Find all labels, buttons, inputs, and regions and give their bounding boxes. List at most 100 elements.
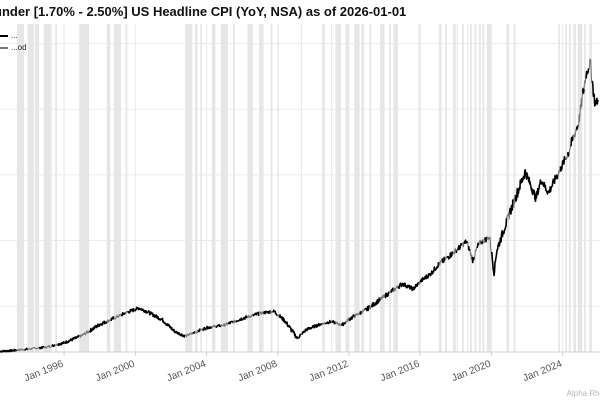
series-segment-in-regime bbox=[581, 87, 585, 95]
series-segment-in-regime bbox=[457, 242, 463, 251]
series-segment-out-of-regime bbox=[54, 343, 58, 347]
series-segment-in-regime bbox=[570, 135, 575, 147]
legend-swatch-black bbox=[0, 35, 8, 37]
series-segment-in-regime bbox=[591, 80, 599, 107]
highlight-period-band bbox=[259, 24, 264, 352]
legend-label: ...od bbox=[11, 43, 27, 52]
series-segment-in-regime bbox=[24, 347, 29, 351]
series-segment-in-regime bbox=[491, 218, 508, 277]
highlight-period-band bbox=[322, 24, 325, 352]
legend: ... ...od bbox=[0, 30, 27, 54]
highlight-period-band bbox=[200, 24, 203, 352]
x-tick-label: Jan 2024 bbox=[521, 358, 564, 384]
highlight-period-band bbox=[277, 24, 279, 352]
series-segment-in-regime bbox=[384, 291, 390, 299]
series-segment-out-of-regime bbox=[113, 313, 123, 320]
series-segment-in-regime bbox=[514, 169, 559, 202]
highlight-period-band bbox=[361, 24, 365, 352]
legend-label: ... bbox=[11, 31, 18, 40]
series-segment-in-regime bbox=[390, 287, 395, 293]
x-tick-label: Jan 2016 bbox=[379, 358, 422, 384]
series-segment-in-regime bbox=[252, 311, 260, 317]
series-segment-out-of-regime bbox=[486, 236, 493, 255]
series-segment-in-regime bbox=[263, 310, 272, 315]
series-segment-in-regime bbox=[340, 321, 347, 327]
series-segment-out-of-regime bbox=[194, 329, 199, 334]
series-segment-in-regime bbox=[38, 345, 45, 350]
series-segment-in-regime bbox=[467, 246, 471, 251]
series-segment-in-regime bbox=[476, 242, 480, 249]
series-segment-in-regime bbox=[120, 312, 127, 317]
highlight-period-band bbox=[573, 24, 576, 352]
series-segment-out-of-regime bbox=[211, 324, 217, 329]
series-segment-out-of-regime bbox=[577, 92, 584, 128]
highlight-period-band bbox=[27, 24, 34, 352]
highlight-period-band bbox=[113, 24, 122, 352]
series-segment-out-of-regime bbox=[184, 332, 194, 338]
highlight-period-band bbox=[79, 24, 90, 352]
highlight-period-band bbox=[462, 24, 464, 352]
highlight-period-band bbox=[270, 24, 273, 352]
highlight-period-band bbox=[194, 24, 198, 352]
x-tick-label: Jan 2020 bbox=[450, 358, 493, 384]
series-segment-in-regime bbox=[324, 319, 332, 325]
highlight-periods bbox=[16, 24, 592, 352]
series-segment-in-regime bbox=[331, 320, 337, 325]
highlight-period-band bbox=[233, 24, 236, 352]
series-segment-out-of-regime bbox=[246, 313, 254, 319]
series-segment-out-of-regime bbox=[481, 238, 486, 244]
series-segment-out-of-regime bbox=[418, 280, 422, 285]
highlight-period-band bbox=[418, 24, 421, 352]
series-segment-out-of-regime bbox=[270, 310, 274, 314]
series-segment-in-regime bbox=[480, 240, 484, 245]
highlight-period-band bbox=[438, 24, 442, 352]
series-segment-in-regime bbox=[364, 305, 371, 312]
series-segment-in-regime bbox=[359, 310, 363, 315]
series-segment-in-regime bbox=[441, 256, 446, 264]
series-segment-out-of-regime bbox=[78, 330, 91, 338]
series-segment-out-of-regime bbox=[473, 247, 478, 258]
highlight-period-band bbox=[565, 24, 568, 352]
highlight-period-band bbox=[506, 24, 510, 352]
highlight-period-band bbox=[354, 24, 360, 352]
legend-entry-out-of-regime: ...od bbox=[0, 42, 27, 54]
series-segment-in-regime bbox=[51, 344, 56, 348]
x-tick-label: Jan 2012 bbox=[308, 358, 351, 384]
series-segment-in-regime bbox=[575, 125, 579, 131]
series-segment-out-of-regime bbox=[392, 285, 399, 292]
series-segment-in-regime bbox=[272, 309, 279, 316]
series-segment-out-of-regime bbox=[469, 250, 473, 260]
highlight-period-band bbox=[478, 24, 481, 352]
series-segment-in-regime bbox=[471, 256, 476, 264]
series-segment-in-regime bbox=[57, 334, 80, 347]
series-segment-out-of-regime bbox=[572, 129, 577, 140]
highlight-period-band bbox=[470, 24, 472, 352]
highlight-period-band bbox=[335, 24, 341, 352]
series-segment-in-regime bbox=[227, 320, 234, 325]
x-tick-labels: Jan 1996 Jan 2000 Jan 2004 Jan 2008 Jan 2012… bbox=[23, 358, 564, 384]
series-segment-out-of-regime bbox=[16, 348, 25, 352]
highlight-period-band bbox=[185, 24, 193, 352]
series-segment-in-regime bbox=[559, 156, 567, 172]
series-segment-in-regime bbox=[463, 239, 469, 244]
x-tick-label: Jan 2004 bbox=[165, 358, 208, 384]
series-segment-in-regime bbox=[127, 306, 186, 338]
series-segment-out-of-regime bbox=[199, 328, 204, 332]
highlight-period-band bbox=[55, 24, 57, 352]
series-segment-out-of-regime bbox=[125, 311, 128, 315]
series-segment-in-regime bbox=[419, 262, 440, 283]
highlight-period-band bbox=[393, 24, 398, 352]
series-segment-in-regime bbox=[566, 151, 570, 157]
highlight-period-band bbox=[300, 24, 302, 352]
series-segment-in-regime bbox=[585, 67, 590, 79]
series-segment-out-of-regime bbox=[220, 322, 229, 328]
x-tick-label: Jan 2000 bbox=[94, 358, 137, 384]
series-segment-out-of-regime bbox=[335, 321, 342, 327]
series-segment-out-of-regime bbox=[360, 308, 366, 315]
watermark: Alpha Rho bbox=[566, 389, 600, 398]
highlight-period-band bbox=[125, 24, 128, 352]
series-segment-out-of-regime bbox=[34, 346, 41, 350]
series-segment-out-of-regime bbox=[27, 347, 35, 350]
highlight-period-band bbox=[445, 24, 447, 352]
